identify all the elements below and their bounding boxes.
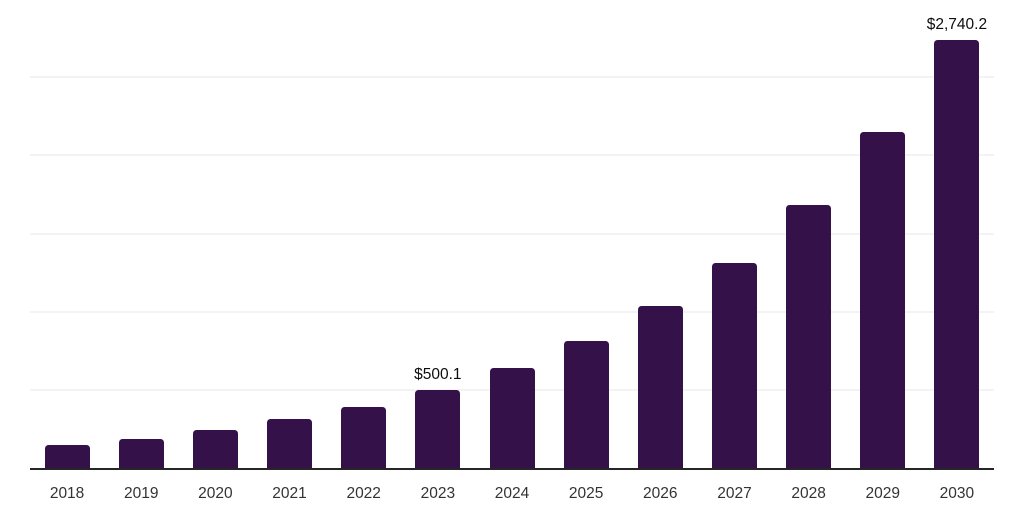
bar-2021[interactable] [267,418,313,468]
bar-2022[interactable] [341,406,387,468]
x-tick-2030: 2030 [939,485,975,502]
bar-2025[interactable] [563,340,609,468]
bar-2029[interactable] [860,132,906,468]
data-label-2023: $500.1 [414,365,462,383]
data-label-2030: $2,740.2 [926,15,988,33]
bar-2028[interactable] [786,205,832,468]
bar-2023[interactable] [415,389,461,468]
bar-2026[interactable] [637,306,683,468]
x-tick-2024: 2024 [494,485,530,502]
x-tick-2027: 2027 [717,485,752,502]
bar-2024[interactable] [489,368,535,468]
bar-2030[interactable] [934,39,980,468]
gridline-2500 [30,76,994,79]
bar-2019[interactable] [118,438,164,468]
x-tick-2028: 2028 [791,485,826,502]
plot-area: $500.1 $2,740.2 [30,0,994,470]
x-tick-2021: 2021 [272,485,307,502]
x-tick-2019: 2019 [123,485,159,502]
bar-2027[interactable] [711,263,757,468]
x-tick-2023: 2023 [420,485,456,502]
x-tick-2026: 2026 [643,485,678,502]
gridline-1000 [30,310,994,313]
x-tick-2018: 2018 [49,485,85,502]
x-tick-2029: 2029 [865,485,901,502]
x-tick-2022: 2022 [346,485,381,502]
bar-2020[interactable] [192,430,238,468]
x-tick-2025: 2025 [568,485,604,502]
bar-2018[interactable] [44,444,90,468]
gridline-1500 [30,232,994,235]
gridline-2000 [30,154,994,157]
x-tick-2020: 2020 [198,485,233,502]
